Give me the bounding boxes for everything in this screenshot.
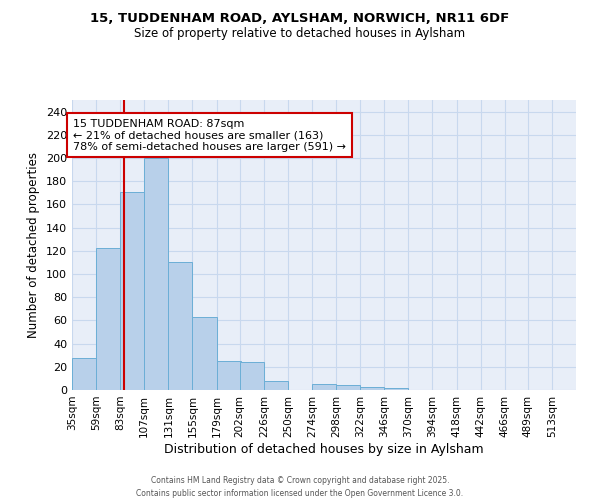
- Bar: [384, 388, 409, 390]
- Bar: [72, 358, 96, 390]
- X-axis label: Distribution of detached houses by size in Aylsham: Distribution of detached houses by size …: [164, 442, 484, 456]
- Text: 15, TUDDENHAM ROAD, AYLSHAM, NORWICH, NR11 6DF: 15, TUDDENHAM ROAD, AYLSHAM, NORWICH, NR…: [91, 12, 509, 26]
- Bar: [336, 386, 360, 390]
- Y-axis label: Number of detached properties: Number of detached properties: [28, 152, 40, 338]
- Bar: [193, 317, 217, 390]
- Bar: [96, 248, 120, 390]
- Text: 15 TUDDENHAM ROAD: 87sqm
← 21% of detached houses are smaller (163)
78% of semi-: 15 TUDDENHAM ROAD: 87sqm ← 21% of detach…: [73, 118, 346, 152]
- Bar: [360, 386, 384, 390]
- Bar: [312, 384, 336, 390]
- Text: Contains HM Land Registry data © Crown copyright and database right 2025.
Contai: Contains HM Land Registry data © Crown c…: [136, 476, 464, 498]
- Bar: [217, 361, 241, 390]
- Bar: [120, 192, 144, 390]
- Bar: [264, 380, 288, 390]
- Bar: [239, 362, 264, 390]
- Bar: [144, 158, 169, 390]
- Text: Size of property relative to detached houses in Aylsham: Size of property relative to detached ho…: [134, 28, 466, 40]
- Bar: [169, 262, 193, 390]
